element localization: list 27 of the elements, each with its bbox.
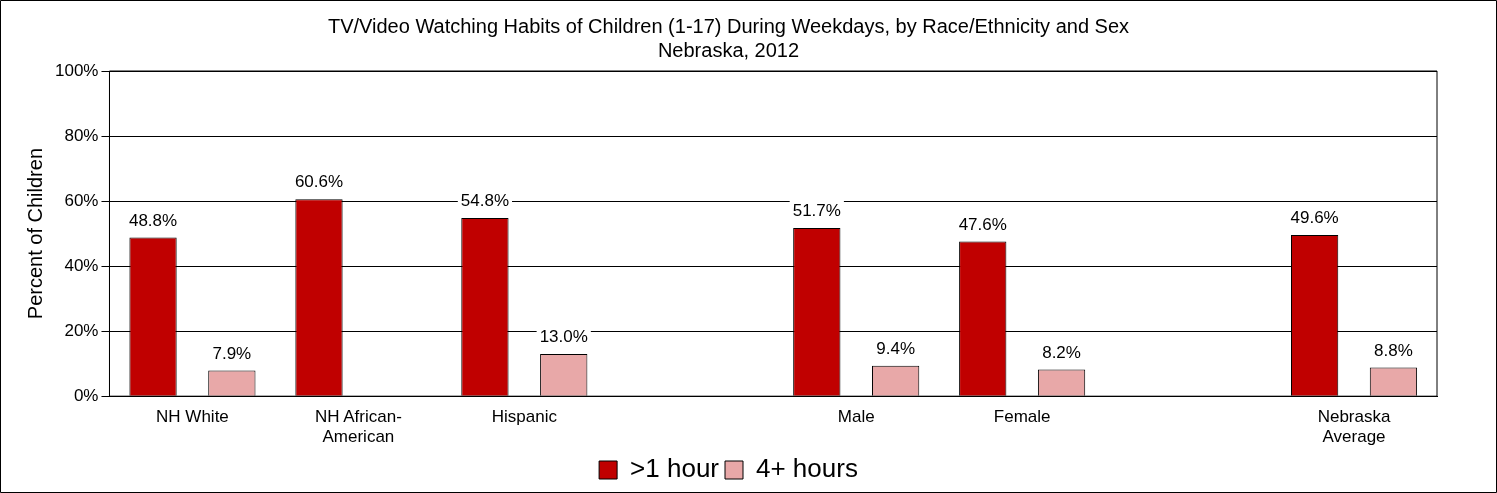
y-tick-label: 40% [64,255,99,275]
chart-title: TV/Video Watching Habits of Children (1-17) During Weekdays, by Race/Ethnicity and Sex Nebraska, 2012 [327,14,1130,61]
legend-label: >1 hour [630,453,720,484]
data-label: 8.2% [1042,342,1081,362]
data-label: 49.6% [1290,208,1339,228]
data-label: 8.8% [1374,340,1413,360]
data-label: 60.6% [294,172,344,192]
x-tick-label: Hispanic [491,407,558,427]
y-tick-label: 100% [55,60,99,80]
data-label: 13.0% [539,327,588,347]
x-tick-label: NH White [156,407,229,427]
x-tick-label: Male [837,407,875,427]
data-label: 51.7% [792,201,841,221]
data-label: 9.4% [876,338,915,358]
y-axis-title: Percent of Children [23,148,46,320]
y-tick-label: 20% [64,320,99,340]
data-label: 54.8% [460,191,510,211]
x-tick-label: NH African-American [314,407,402,447]
x-tick-label: Nebraska Average [1317,407,1391,447]
y-tick-label: 80% [64,125,99,145]
legend-label: 4+ hours [756,453,858,484]
data-label: 7.9% [212,343,252,363]
x-tick-label: Female [993,407,1051,427]
data-label: 48.8% [128,210,178,230]
data-label: 47.6% [958,214,1007,234]
y-tick-label: 0% [73,385,99,405]
y-tick-label: 60% [64,190,99,210]
